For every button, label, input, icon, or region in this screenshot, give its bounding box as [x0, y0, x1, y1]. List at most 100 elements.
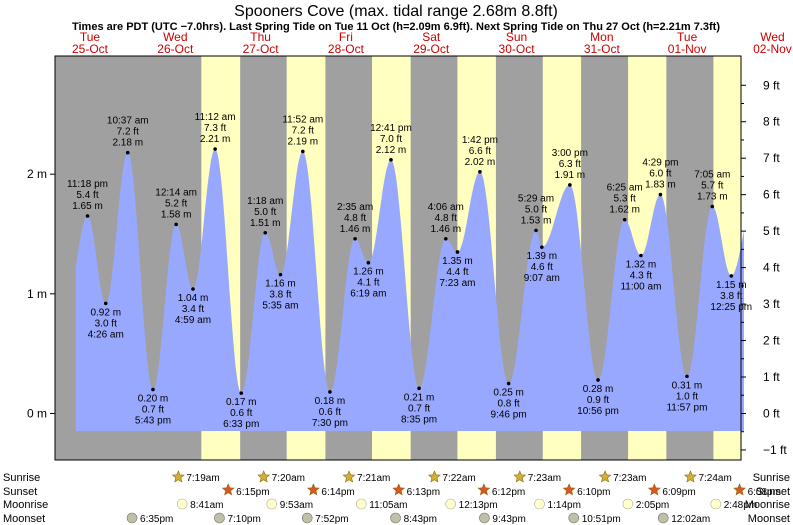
tide-point-0: [85, 214, 90, 218]
tide-ft-8: 5.0 ft: [254, 207, 276, 218]
tide-ft-0: 5.4 ft: [76, 190, 98, 201]
tide-ft-28: 5.7 ft: [701, 180, 723, 191]
moonset-time-0: 6:35pm: [140, 514, 173, 525]
right-tick-label-10: 9 ft: [763, 78, 780, 92]
tide-time-23: 10:56 pm: [577, 406, 619, 417]
right-tick-label-1: 0 ft: [763, 406, 780, 420]
tide-m-3: 0.20 m: [138, 394, 169, 405]
row-label-sunset-left: Sunset: [3, 486, 37, 498]
tide-ft-26: 6.0 ft: [649, 169, 671, 180]
tide-time-3: 5:43 pm: [135, 416, 171, 427]
tide-point-3: [151, 387, 155, 392]
tide-ft-7: 0.6 ft: [230, 408, 252, 419]
tide-point-24: [622, 217, 627, 222]
moonset-time-3: 8:43pm: [404, 514, 437, 525]
tide-time-11: 7:30 pm: [312, 418, 348, 429]
tide-time-15: 8:35 pm: [401, 414, 437, 425]
tide-m-23: 0.28 m: [583, 384, 614, 395]
day-weekday-2: Thu: [250, 30, 271, 44]
moonrise-time-3: 12:13pm: [459, 500, 498, 511]
row-label-moonrise-right: Moonrise: [745, 499, 790, 511]
tide-time-17: 7:23 am: [439, 278, 475, 289]
sunset-time-4: 6:10pm: [577, 487, 610, 498]
tide-m-14: 2.12 m: [376, 145, 407, 156]
tide-point-16: [443, 236, 448, 241]
tide-ft-13: 4.1 ft: [357, 278, 379, 289]
sunrise-time-4: 7:23am: [528, 473, 561, 484]
row-label-sunrise-left: Sunrise: [3, 472, 40, 484]
right-tick-label-8: 7 ft: [763, 151, 780, 165]
tide-area: [75, 149, 745, 431]
moonrise-time-5: 2:05pm: [636, 500, 669, 511]
tide-time-12: 2:35 am: [337, 202, 373, 213]
day-weekday-8: Wed: [760, 30, 784, 44]
sunset-time-3: 6:12pm: [492, 487, 525, 498]
tide-point-7: [239, 391, 244, 395]
tide-point-1: [103, 301, 108, 306]
row-label-sunrise-right: Sunrise: [753, 472, 790, 484]
left-tick-label-2: 2 m: [27, 167, 47, 181]
tide-time-10: 11:52 am: [282, 114, 323, 125]
tide-point-21: [540, 245, 544, 249]
right-tick-label-9: 8 ft: [763, 115, 780, 129]
tide-m-12: 1.46 m: [340, 224, 371, 235]
tide-ft-20: 5.0 ft: [525, 204, 547, 215]
tide-m-4: 1.58 m: [161, 209, 192, 220]
day-labels: Tue25-OctWed26-OctThu27-OctFri28-OctSat2…: [72, 30, 792, 56]
sunrise-time-5: 7:23am: [613, 473, 646, 484]
axes: 0 m 1 m 2 m −1 ft 0 ft 1 ft 2 ft 3 ft 4 ft 5 ft 6 …: [27, 78, 787, 457]
tide-m-28: 1.73 m: [697, 191, 728, 202]
moonset-time-2: 7:52pm: [315, 514, 348, 525]
sunrise-time-3: 7:22am: [442, 473, 475, 484]
tide-time-29: 12:25 pm: [710, 302, 752, 313]
row-label-moonset-left: Moonset: [3, 513, 45, 525]
moonset-moon-icon-1: [214, 512, 225, 524]
tide-ft-2: 7.2 ft: [117, 127, 139, 138]
tide-point-8: [263, 231, 268, 235]
tide-m-15: 0.21 m: [404, 392, 435, 403]
tide-time-6: 11:12 am: [195, 112, 236, 123]
sunrise-star-icon-2: [342, 470, 356, 483]
moonrise-moon-icon-0: [176, 498, 188, 510]
tide-m-9: 1.16 m: [265, 279, 296, 290]
moonrise-moon-icon-6: [710, 498, 722, 510]
tide-point-17: [455, 250, 460, 254]
tide-point-10: [301, 149, 305, 154]
tide-labels: 11:18 pm5.4 ft1.65 m 0.92 m3.0 ft4:26 am 1…: [67, 112, 752, 430]
sunset-star-icon-4: [562, 483, 576, 496]
tide-time-18: 1:42 pm: [462, 135, 498, 146]
tide-ft-24: 5.3 ft: [614, 194, 636, 205]
tide-m-7: 0.17 m: [226, 397, 257, 408]
tide-m-25: 1.32 m: [626, 260, 657, 271]
tide-point-15: [417, 386, 421, 391]
tide-m-24: 1.62 m: [609, 205, 640, 216]
right-tick-label-7: 6 ft: [763, 188, 780, 202]
tide-m-13: 1.26 m: [353, 267, 384, 278]
tide-time-0: 11:18 pm: [67, 179, 108, 190]
tide-point-23: [596, 378, 600, 382]
day-weekday-0: Tue: [80, 30, 101, 44]
day-date-0: 25-Oct: [72, 42, 109, 56]
sunrise-star-icon-0: [171, 470, 185, 483]
left-tick-label-1: 1 m: [27, 287, 47, 301]
right-tick-label-0: −1 ft: [763, 443, 787, 457]
row-label-moonrise-left: Moonrise: [3, 499, 48, 511]
row-label-sunset-right: Sunset: [756, 486, 790, 498]
tide-m-29: 1.15 m: [716, 280, 747, 291]
tide-m-21: 1.39 m: [527, 251, 558, 262]
tide-point-22: [568, 183, 572, 187]
tide-ft-4: 5.2 ft: [165, 198, 187, 209]
moonrise-moon-icon-3: [445, 498, 456, 510]
tide-ft-5: 3.4 ft: [182, 304, 204, 315]
tide-time-14: 12:41 pm: [370, 123, 412, 134]
day-weekday-3: Fri: [339, 30, 353, 44]
tide-ft-16: 4.8 ft: [435, 213, 457, 224]
tide-point-11: [328, 390, 332, 394]
moonrise-time-6: 2:48pm: [724, 500, 757, 511]
moonset-time-4: 9:43pm: [492, 514, 525, 525]
tide-time-27: 11:57 pm: [666, 402, 707, 413]
sunset-star-icon-3: [477, 483, 491, 496]
sunrise-time-0: 7:19am: [186, 473, 219, 484]
right-tick-label-3: 2 ft: [763, 334, 780, 348]
sunrise-time-1: 7:20am: [272, 473, 305, 484]
